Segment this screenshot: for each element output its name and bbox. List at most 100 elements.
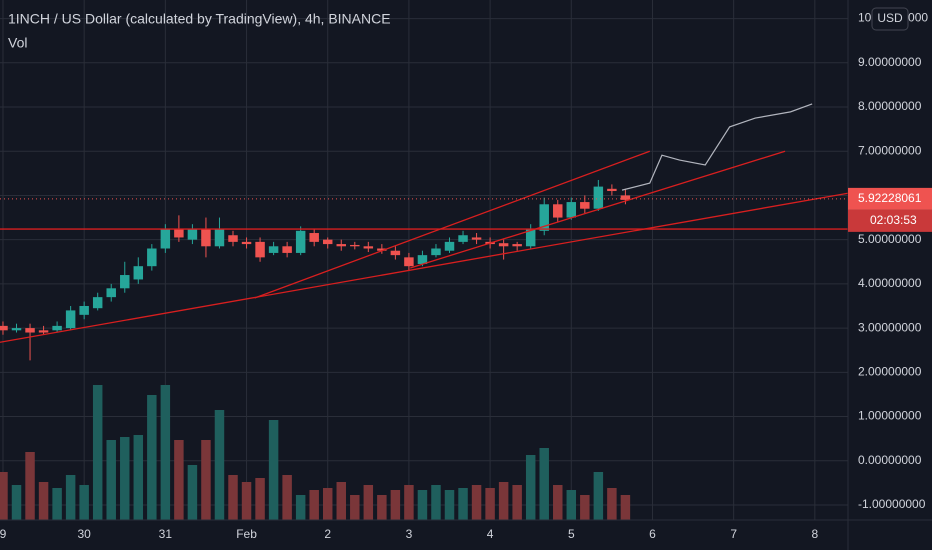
projection-line bbox=[621, 103, 813, 191]
volume-bar bbox=[228, 475, 238, 520]
x-tick-label: Feb bbox=[236, 527, 257, 541]
trend-line bbox=[410, 150, 786, 269]
volume-bar bbox=[471, 485, 482, 520]
plot bbox=[0, 103, 849, 520]
volume-bar bbox=[431, 485, 441, 520]
candle-body bbox=[295, 230, 306, 253]
candle-body bbox=[106, 288, 116, 298]
volume-label: Vol bbox=[8, 35, 27, 51]
trend-line bbox=[0, 192, 849, 343]
volume-bar bbox=[444, 490, 455, 520]
candle-body bbox=[0, 325, 8, 331]
volume-bar bbox=[620, 495, 631, 520]
volume-bar bbox=[363, 485, 374, 520]
candle-body bbox=[471, 237, 482, 240]
volume-bar bbox=[241, 482, 252, 520]
currency-button[interactable] bbox=[871, 7, 909, 31]
x-tick-label: 5 bbox=[568, 527, 575, 541]
candle-body bbox=[444, 241, 455, 251]
candle-body bbox=[174, 228, 184, 238]
candle-body bbox=[120, 275, 130, 289]
axes: 9 30 31 Feb 2 3 4 5 6 7 8 bbox=[0, 527, 819, 541]
candle-body bbox=[593, 186, 604, 209]
y-tick-label: 1.00000000 bbox=[858, 409, 922, 423]
candle-body bbox=[525, 228, 536, 247]
candle-body bbox=[309, 233, 319, 242]
candle-body bbox=[187, 228, 198, 240]
x-tick-label: 6 bbox=[649, 527, 656, 541]
x-tick-label: 30 bbox=[77, 527, 91, 541]
candle-body bbox=[38, 330, 49, 333]
volume-bar bbox=[65, 475, 76, 520]
candle-body bbox=[350, 244, 360, 247]
volume-bar bbox=[607, 488, 617, 520]
x-tick-label: 8 bbox=[812, 527, 819, 541]
y-tick-label: 5.00000000 bbox=[858, 232, 922, 246]
volume-bar bbox=[120, 437, 130, 520]
countdown-badge bbox=[848, 209, 932, 232]
x-tick-label: 31 bbox=[159, 527, 173, 541]
volume-bar bbox=[593, 472, 604, 520]
y-tick-label: 8.00000000 bbox=[858, 99, 922, 113]
volume-bar bbox=[377, 495, 387, 520]
candle-body bbox=[607, 188, 617, 192]
volume-bar bbox=[404, 485, 414, 520]
candle-body bbox=[553, 204, 563, 218]
volume-bar bbox=[255, 478, 265, 520]
chart-title: 1INCH / US Dollar (calculated by Trading… bbox=[8, 11, 391, 27]
volume-bar bbox=[539, 448, 549, 520]
y-tick-label: 3.00000000 bbox=[858, 320, 922, 334]
candle-body bbox=[92, 297, 103, 309]
x-tick-label: 4 bbox=[487, 527, 494, 541]
candle-body bbox=[268, 246, 279, 253]
volume-bar bbox=[566, 490, 577, 520]
volume-bar bbox=[11, 485, 22, 520]
y-tick-label: 2.00000000 bbox=[858, 364, 922, 378]
volume-bar bbox=[38, 482, 49, 520]
volume-bar bbox=[390, 490, 401, 520]
volume-bar bbox=[512, 485, 522, 520]
candle-body bbox=[390, 250, 401, 256]
volume-bar bbox=[350, 495, 360, 520]
candle-body bbox=[512, 244, 522, 247]
candle-body bbox=[322, 239, 333, 245]
x-tick-label: 3 bbox=[406, 527, 413, 541]
volume-bar bbox=[553, 485, 563, 520]
x-tick-label: 2 bbox=[324, 527, 331, 541]
last-price-label: 5.92228061 bbox=[858, 191, 922, 205]
candle-body bbox=[79, 305, 89, 315]
candle-body bbox=[228, 235, 238, 242]
trend-line bbox=[254, 150, 650, 299]
volume-bar bbox=[160, 385, 171, 520]
candle-body bbox=[25, 328, 35, 333]
candle-body bbox=[255, 241, 265, 258]
candle-body bbox=[52, 325, 62, 331]
grid bbox=[0, 0, 848, 520]
candle-body bbox=[458, 235, 468, 242]
y-tick-label: 0.00000000 bbox=[858, 453, 922, 467]
candle-body bbox=[363, 246, 374, 249]
volume-bar bbox=[79, 485, 89, 520]
countdown-label: 02:03:53 bbox=[870, 213, 917, 227]
last-price-badge bbox=[848, 187, 932, 210]
volume-bar bbox=[458, 488, 468, 520]
candle-body bbox=[580, 202, 590, 209]
candle-body bbox=[160, 228, 171, 249]
x-tick-label: 7 bbox=[730, 527, 737, 541]
volume-bar bbox=[187, 465, 198, 520]
candle-body bbox=[133, 266, 144, 280]
candle-body bbox=[620, 195, 631, 200]
volume-bar bbox=[0, 472, 8, 520]
volume-bar bbox=[417, 490, 428, 520]
volume-bar bbox=[52, 488, 62, 520]
currency-label[interactable]: USD bbox=[877, 11, 903, 25]
volume-bar bbox=[336, 482, 346, 520]
candle-body bbox=[201, 228, 211, 247]
candle-body bbox=[282, 246, 292, 253]
candle-body bbox=[147, 248, 157, 267]
volume-bar bbox=[580, 495, 590, 520]
volume-bar bbox=[214, 410, 225, 520]
candle-body bbox=[336, 244, 346, 247]
y-tick-label: 9.00000000 bbox=[858, 55, 922, 69]
